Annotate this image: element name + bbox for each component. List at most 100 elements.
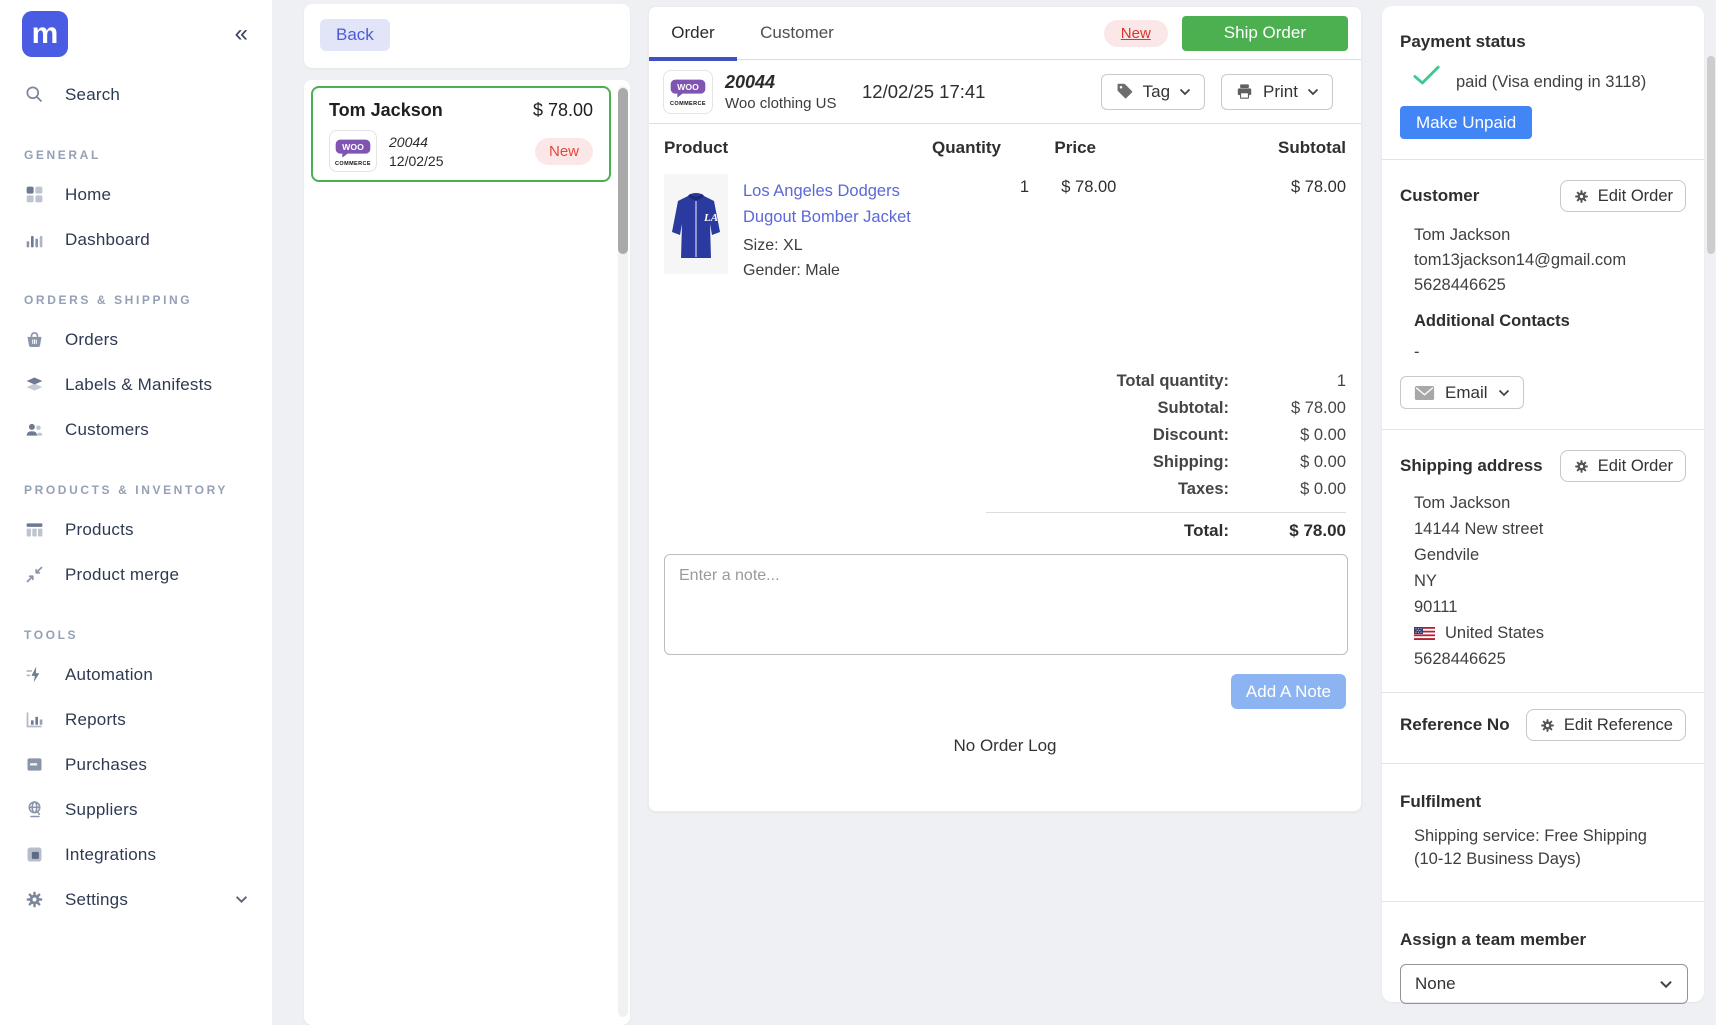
sidebar-item-label: Orders	[65, 329, 119, 349]
column-price: Price	[1054, 138, 1096, 157]
chevron-down-icon	[1498, 389, 1510, 397]
assign-team-value: None	[1415, 974, 1456, 993]
app-logo-letter: m	[31, 17, 59, 50]
assign-team-select[interactable]: None	[1400, 964, 1688, 1004]
shipping-phone: 5628446625	[1414, 650, 1506, 668]
customer-section: Customer Edit Order Tom Jackson tom13jac…	[1382, 160, 1704, 430]
sidebar-item-label: Integrations	[65, 844, 157, 864]
tag-icon	[1115, 82, 1134, 101]
discount-value: $ 0.00	[1300, 426, 1346, 444]
sidebar: m « Search GENERAL Home Dashboard ORDERS…	[0, 0, 272, 1025]
sidebar-item-label: Automation	[65, 664, 153, 684]
email-button[interactable]: Email	[1400, 376, 1524, 409]
sidebar-item-automation[interactable]: Automation	[0, 652, 272, 697]
note-input[interactable]	[664, 554, 1348, 655]
order-detail-panel: Order Customer New Ship Order WOO COMMER…	[648, 6, 1362, 812]
edit-reference-button[interactable]: Edit Reference	[1525, 709, 1686, 741]
order-list-item-selected[interactable]: Tom Jackson $ 78.00 WOO COMMERCE 20044 1…	[311, 86, 611, 182]
labels-icon	[24, 374, 45, 395]
total-value: $ 78.00	[1289, 521, 1346, 540]
sidebar-item-search[interactable]: Search	[0, 72, 272, 117]
sidebar-item-home[interactable]: Home	[0, 172, 272, 217]
woocommerce-icon: WOO COMMERCE	[663, 69, 713, 114]
sidebar-item-purchases[interactable]: Purchases	[0, 742, 272, 787]
woo-logo-subtext: COMMERCE	[335, 160, 371, 167]
assign-section: Assign a team member None	[1382, 902, 1704, 1024]
sidebar-item-settings[interactable]: Settings	[0, 877, 272, 922]
product-table-header: Product Quantity Price Subtotal	[649, 124, 1361, 168]
sidebar-item-products[interactable]: Products	[0, 507, 272, 552]
product-link[interactable]: Los Angeles Dodgers Dugout Bomber Jacket	[743, 182, 911, 226]
shipping-name: Tom Jackson	[1414, 494, 1511, 512]
sidebar-item-orders[interactable]: Orders	[0, 317, 272, 362]
sidebar-item-integrations[interactable]: Integrations	[0, 832, 272, 877]
tab-order[interactable]: Order	[649, 7, 737, 61]
order-side-panel: Payment status paid (Visa ending in 3118…	[1382, 6, 1704, 1004]
page-scrollbar-thumb[interactable]	[1707, 56, 1715, 254]
sidebar-item-customers[interactable]: Customers	[0, 407, 272, 452]
tag-button-label: Tag	[1142, 81, 1171, 101]
product-price: $ 78.00	[1061, 178, 1117, 196]
sidebar-item-label: Products	[65, 519, 134, 539]
dashboard-icon	[24, 229, 45, 250]
shipping-state: NY	[1414, 572, 1437, 590]
edit-customer-button[interactable]: Edit Order	[1559, 180, 1686, 212]
tab-customer[interactable]: Customer	[760, 23, 834, 42]
order-status-link[interactable]: New	[1103, 19, 1168, 47]
sidebar-item-label: Customers	[65, 419, 149, 439]
product-image: LA	[664, 174, 728, 274]
shipping-zip: 90111	[1414, 598, 1458, 616]
edit-button-label: Edit Order	[1597, 456, 1673, 475]
sidebar-collapse-icon[interactable]: «	[234, 20, 248, 47]
shipping-address-section: Shipping address Edit Order Tom Jackson …	[1382, 430, 1704, 693]
print-button[interactable]: Print	[1221, 73, 1333, 110]
gear-icon	[24, 889, 45, 910]
order-list-scrollbar-thumb[interactable]	[618, 88, 628, 254]
tag-button[interactable]: Tag	[1100, 73, 1206, 110]
back-panel: Back	[304, 4, 630, 68]
search-icon	[24, 84, 45, 105]
edit-shipping-button[interactable]: Edit Order	[1559, 450, 1686, 482]
sidebar-item-product-merge[interactable]: Product merge	[0, 552, 272, 597]
sidebar-item-label: Labels & Manifests	[65, 374, 213, 394]
product-subtotal: $ 78.00	[1290, 178, 1347, 196]
suppliers-icon	[24, 799, 45, 820]
sidebar-item-label: Purchases	[65, 754, 148, 774]
us-flag-icon	[1414, 626, 1435, 640]
order-list: Tom Jackson $ 78.00 WOO COMMERCE 20044 1…	[304, 80, 630, 1025]
reference-section: Reference No Edit Reference	[1382, 693, 1704, 764]
additional-contacts-value: -	[1414, 343, 1420, 361]
sidebar-item-dashboard[interactable]: Dashboard	[0, 217, 272, 262]
ship-order-button[interactable]: Ship Order	[1181, 15, 1348, 51]
total-label: Total:	[1183, 521, 1229, 540]
sidebar-item-label: Product merge	[65, 564, 180, 584]
sidebar-item-suppliers[interactable]: Suppliers	[0, 787, 272, 832]
back-button[interactable]: Back	[320, 19, 390, 51]
chevron-down-icon	[1659, 980, 1673, 989]
order-datetime: 12/02/25 17:41	[862, 80, 986, 102]
customer-title: Customer	[1400, 186, 1480, 205]
chevron-down-icon	[1307, 88, 1319, 96]
order-list-scrollbar-track[interactable]	[618, 86, 628, 1017]
envelope-icon	[1414, 385, 1435, 401]
sidebar-item-labels-manifests[interactable]: Labels & Manifests	[0, 362, 272, 407]
product-gender: Gender: Male	[743, 262, 840, 279]
order-total: $ 78.00	[532, 100, 593, 120]
fulfilment-title: Fulfilment	[1400, 792, 1482, 811]
order-tabs: Order Customer New Ship Order	[649, 7, 1361, 61]
add-note-button[interactable]: Add A Note	[1230, 674, 1346, 709]
customer-phone: 5628446625	[1414, 276, 1506, 294]
total-quantity-label: Total quantity:	[1116, 372, 1229, 390]
sidebar-section-orders-shipping: ORDERS & SHIPPING	[24, 293, 193, 307]
sidebar-section-products-inventory: PRODUCTS & INVENTORY	[24, 483, 229, 497]
printer-icon	[1235, 82, 1254, 101]
make-unpaid-button[interactable]: Make Unpaid	[1400, 106, 1533, 139]
app-logo: m	[22, 11, 68, 57]
gear-icon	[1539, 717, 1556, 734]
shipping-street: 14144 New street	[1414, 520, 1544, 538]
reference-title: Reference No	[1400, 715, 1510, 734]
discount-label: Discount:	[1152, 426, 1229, 444]
edit-button-label: Edit Reference	[1563, 715, 1673, 734]
sidebar-item-reports[interactable]: Reports	[0, 697, 272, 742]
order-date: 12/02/25	[389, 152, 444, 169]
